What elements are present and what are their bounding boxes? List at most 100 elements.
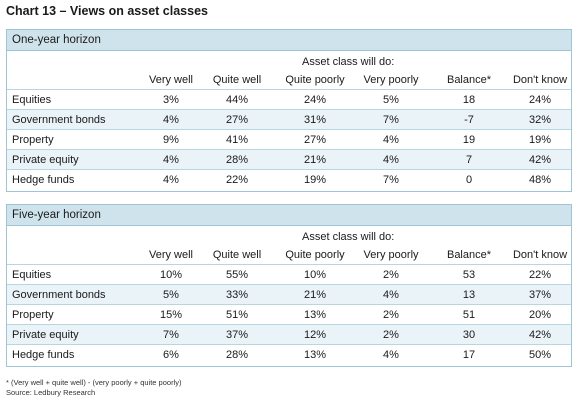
panel-title: Five-year horizon xyxy=(7,205,571,226)
table-row: Equities 3% 44% 24% 5% 18 24% xyxy=(7,89,571,109)
column-header: Very poorly xyxy=(363,249,419,261)
table-row: Hedge funds 6% 28% 13% 4% 17 50% xyxy=(7,344,571,364)
cell: 44% xyxy=(225,94,249,106)
group-header: Asset class will do: xyxy=(302,56,395,68)
cell: 10% xyxy=(303,269,327,281)
cell: 18 xyxy=(462,94,476,106)
cell: 48% xyxy=(528,174,552,186)
cell: 55% xyxy=(225,269,249,281)
cell: 51% xyxy=(225,309,249,321)
column-header-row: Very well Quite well Quite poorly Very p… xyxy=(7,245,571,264)
cell: 19% xyxy=(528,134,552,146)
column-header: Quite well xyxy=(212,249,262,261)
cell: 37% xyxy=(225,329,249,341)
table-row: Government bonds 5% 33% 21% 4% 13 37% xyxy=(7,284,571,304)
cell: -7 xyxy=(464,114,474,126)
cell: 28% xyxy=(225,349,249,361)
column-header-row: Very well Quite well Quite poorly Very p… xyxy=(7,70,571,89)
cell: 9% xyxy=(163,134,179,146)
group-header: Asset class will do: xyxy=(302,231,395,243)
cell: 27% xyxy=(303,134,327,146)
row-label: Equities xyxy=(12,269,52,281)
cell: 6% xyxy=(163,349,179,361)
row-label: Government bonds xyxy=(12,114,106,126)
cell: 7% xyxy=(163,329,179,341)
cell: 42% xyxy=(528,154,552,166)
column-header: Very well xyxy=(148,74,194,86)
cell: 4% xyxy=(163,174,179,186)
cell: 7% xyxy=(383,114,399,126)
cell: 17 xyxy=(462,349,476,361)
cell: 4% xyxy=(383,134,399,146)
cell: 3% xyxy=(163,94,179,106)
column-header: Balance* xyxy=(446,249,492,261)
cell: 30 xyxy=(462,329,476,341)
table-row: Private equity 7% 37% 12% 2% 30 42% xyxy=(7,324,571,344)
cell: 28% xyxy=(225,154,249,166)
cell: 42% xyxy=(528,329,552,341)
cell: 4% xyxy=(163,154,179,166)
cell: 21% xyxy=(303,154,327,166)
cell: 33% xyxy=(225,289,249,301)
cell: 2% xyxy=(383,329,399,341)
cell: 7 xyxy=(465,154,473,166)
panel-title: One-year horizon xyxy=(7,30,571,51)
panel-one-year: One-year horizon Asset class will do: Ve… xyxy=(6,29,572,192)
cell: 31% xyxy=(303,114,327,126)
row-label: Government bonds xyxy=(12,289,106,301)
row-label: Property xyxy=(12,134,54,146)
balance-footnote: * (Very well + quite well) - (very poorl… xyxy=(6,378,182,387)
column-header: Quite well xyxy=(212,74,262,86)
cell: 50% xyxy=(528,349,552,361)
cell: 22% xyxy=(528,269,552,281)
row-label: Private equity xyxy=(12,329,79,341)
row-label: Private equity xyxy=(12,154,79,166)
row-label: Property xyxy=(12,309,54,321)
cell: 5% xyxy=(163,289,179,301)
row-label: Equities xyxy=(12,94,52,106)
table-row: Government bonds 4% 27% 31% 7% -7 32% xyxy=(7,109,571,129)
cell: 4% xyxy=(163,114,179,126)
cell: 7% xyxy=(383,174,399,186)
column-header: Balance* xyxy=(446,74,492,86)
cell: 53 xyxy=(462,269,476,281)
cell: 37% xyxy=(528,289,552,301)
source-note: Source: Ledbury Research xyxy=(6,388,96,397)
group-header-row: Asset class will do: xyxy=(7,51,571,70)
table-row: Property 9% 41% 27% 4% 19 19% xyxy=(7,129,571,149)
cell: 2% xyxy=(383,269,399,281)
row-label: Hedge funds xyxy=(12,174,75,186)
column-header: Don't know xyxy=(512,249,568,261)
row-label: Hedge funds xyxy=(12,349,75,361)
cell: 10% xyxy=(159,269,183,281)
cell: 24% xyxy=(303,94,327,106)
cell: 32% xyxy=(528,114,552,126)
column-header: Very well xyxy=(148,249,194,261)
table-row: Private equity 4% 28% 21% 4% 7 42% xyxy=(7,149,571,169)
table-row: Property 15% 51% 13% 2% 51 20% xyxy=(7,304,571,324)
cell: 4% xyxy=(383,154,399,166)
cell: 21% xyxy=(303,289,327,301)
cell: 12% xyxy=(303,329,327,341)
column-header: Quite poorly xyxy=(285,74,345,86)
column-header: Don't know xyxy=(512,74,568,86)
group-header-row: Asset class will do: xyxy=(7,226,571,245)
cell: 24% xyxy=(528,94,552,106)
panel-five-year: Five-year horizon Asset class will do: V… xyxy=(6,204,572,367)
column-header: Quite poorly xyxy=(285,249,345,261)
cell: 19% xyxy=(303,174,327,186)
footnote: * (Very well + quite well) - (very poorl… xyxy=(6,378,182,398)
table-row: Hedge funds 4% 22% 19% 7% 0 48% xyxy=(7,169,571,189)
cell: 19 xyxy=(462,134,476,146)
table-row: Equities 10% 55% 10% 2% 53 22% xyxy=(7,264,571,284)
cell: 13 xyxy=(462,289,476,301)
cell: 4% xyxy=(383,289,399,301)
cell: 13% xyxy=(303,349,327,361)
column-header: Very poorly xyxy=(363,74,419,86)
cell: 2% xyxy=(383,309,399,321)
chart-title: Chart 13 – Views on asset classes xyxy=(6,4,208,18)
cell: 41% xyxy=(225,134,249,146)
cell: 20% xyxy=(528,309,552,321)
cell: 51 xyxy=(462,309,476,321)
cell: 4% xyxy=(383,349,399,361)
